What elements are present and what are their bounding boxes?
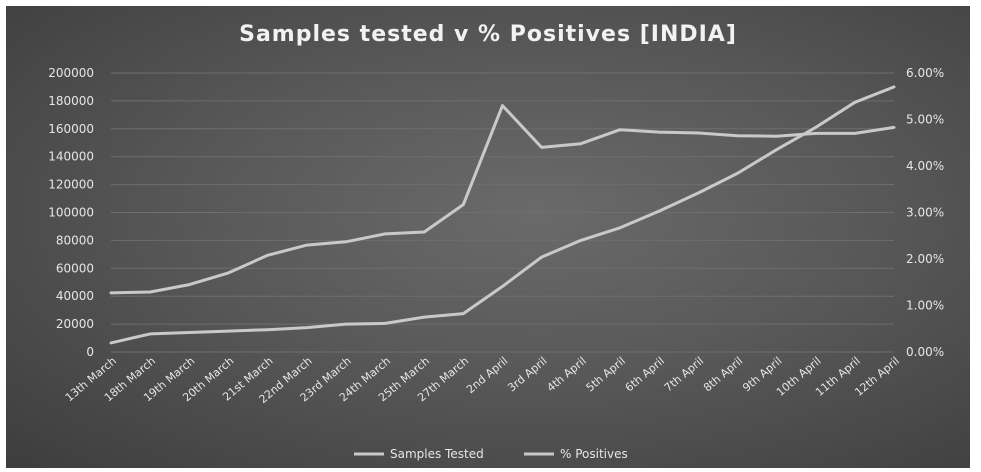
y-left-tick-label: 80000 (56, 233, 94, 247)
y-left-tick-label: 20000 (56, 317, 94, 331)
x-tick-label: 5th April (584, 354, 628, 394)
y-right-tick-label: 5.00% (906, 113, 944, 127)
x-tick-label: 8th April (701, 354, 745, 394)
x-tick-label: 7th April (662, 354, 706, 394)
chart-title: Samples tested v % Positives [INDIA] (239, 22, 737, 47)
y-left-tick-label: 0 (86, 345, 94, 359)
y-left-tick-label: 140000 (48, 150, 94, 164)
y-right-tick-label: 4.00% (906, 159, 944, 173)
legend-label: % Positives (560, 447, 628, 461)
x-tick-label: 6th April (623, 354, 667, 394)
y-left-tick-label: 40000 (56, 289, 94, 303)
chart-frame: Samples tested v % Positives [INDIA] 0 20… (6, 6, 970, 468)
y-left-tick-label: 160000 (48, 122, 94, 136)
series-line-positives (109, 104, 896, 295)
y-right-tick-label: 3.00% (906, 206, 944, 220)
y-right-tick-label: 1.00% (906, 299, 944, 313)
legend-label: Samples Tested (390, 447, 484, 461)
x-tick-label: 2nd April (464, 354, 510, 396)
x-tick-label: 4th April (544, 354, 588, 394)
series-line-samples (109, 85, 896, 345)
y-left-tick-label: 100000 (48, 206, 94, 220)
y-right-tick-label: 2.00% (906, 252, 944, 266)
chart-svg: 0 20000 40000 60000 80000 100000 120000 140000 1… (48, 66, 944, 461)
y-left-tick-label: 200000 (48, 66, 94, 80)
y-left-tick-label: 60000 (56, 261, 94, 275)
y-right-tick-label: 6.00% (906, 66, 944, 80)
y-left-tick-label: 180000 (48, 94, 94, 108)
y-right-tick-label: 0.00% (906, 345, 944, 359)
x-tick-label: 3rd April (505, 354, 549, 394)
y-left-tick-label: 120000 (48, 178, 94, 192)
